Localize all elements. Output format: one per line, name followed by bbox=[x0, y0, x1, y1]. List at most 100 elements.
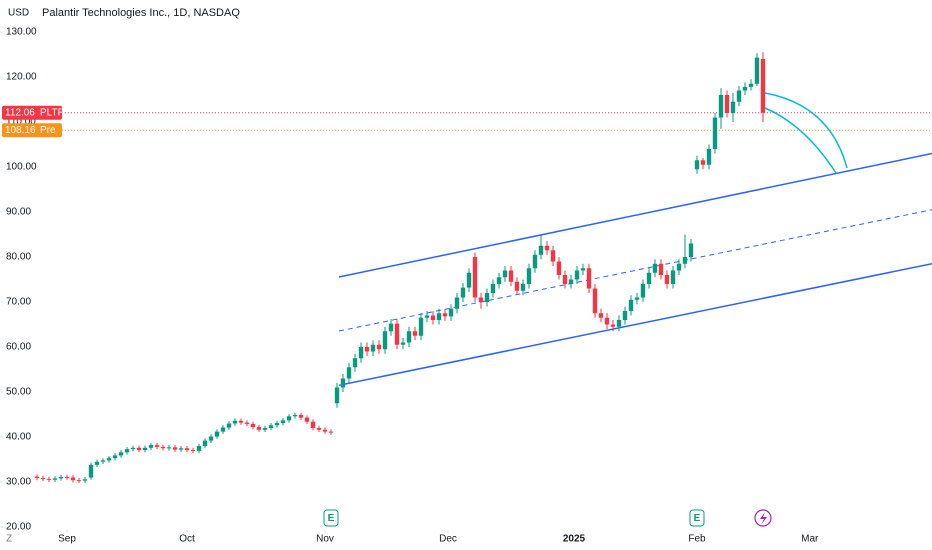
candle-body bbox=[490, 284, 496, 293]
candle-body bbox=[412, 331, 418, 336]
candle-body bbox=[136, 447, 142, 451]
candle-body bbox=[376, 344, 382, 350]
candle-body bbox=[754, 57, 760, 84]
candle-body bbox=[532, 254, 538, 269]
candle-body bbox=[244, 422, 250, 424]
candle-body bbox=[742, 86, 748, 91]
candle-body bbox=[658, 263, 664, 275]
candle-body bbox=[232, 420, 238, 424]
candle-body bbox=[556, 261, 562, 275]
candle-body bbox=[82, 479, 88, 481]
candle-body bbox=[262, 428, 268, 430]
candle-body bbox=[454, 297, 460, 309]
channel-middle bbox=[338, 209, 932, 332]
candle-body bbox=[304, 417, 310, 422]
candle-body bbox=[394, 323, 400, 345]
candle-body bbox=[328, 431, 334, 433]
candle-body bbox=[424, 315, 430, 318]
candle-body bbox=[568, 279, 574, 284]
candle-body bbox=[256, 427, 262, 430]
candle-body bbox=[496, 277, 502, 284]
candle-body bbox=[208, 436, 214, 441]
candle-body bbox=[610, 324, 616, 327]
x-tick-label: Sep bbox=[58, 534, 76, 545]
candle-body bbox=[550, 250, 556, 262]
candle-body bbox=[352, 358, 358, 368]
candle-body bbox=[196, 446, 202, 451]
candle-body bbox=[364, 347, 370, 352]
x-tick-label: Nov bbox=[316, 534, 334, 545]
candle-body bbox=[88, 464, 94, 478]
candle-body bbox=[616, 320, 622, 327]
candle-body bbox=[460, 287, 466, 298]
candle-body bbox=[34, 476, 40, 478]
candle-body bbox=[688, 243, 694, 257]
y-tick-label: 20.00 bbox=[6, 522, 31, 533]
candle-body bbox=[40, 477, 46, 479]
event-label: E bbox=[694, 513, 701, 524]
candle-body bbox=[478, 297, 484, 302]
candle-body bbox=[400, 342, 406, 345]
premarket-price-value: 108.16 bbox=[5, 125, 36, 136]
candle-body bbox=[226, 423, 232, 428]
candle-body bbox=[718, 95, 724, 118]
projection-curve bbox=[764, 92, 848, 174]
candle-body bbox=[100, 460, 106, 462]
candle-body bbox=[70, 477, 76, 481]
candle-body bbox=[586, 268, 592, 289]
candle-body bbox=[484, 293, 490, 302]
y-tick-label: 100.00 bbox=[6, 162, 37, 173]
candle-body bbox=[640, 284, 646, 298]
candle-body bbox=[340, 378, 346, 388]
candle-body bbox=[406, 331, 412, 343]
candle-body bbox=[472, 257, 478, 298]
candle-body bbox=[154, 445, 160, 447]
candle-body bbox=[700, 160, 706, 165]
candle-body bbox=[316, 428, 322, 430]
candle-body bbox=[724, 95, 730, 113]
candle-body bbox=[112, 455, 118, 459]
candle-body bbox=[292, 414, 298, 417]
candle-body bbox=[592, 288, 598, 314]
candle-body bbox=[628, 299, 634, 311]
candle-body bbox=[514, 281, 520, 291]
candle-body bbox=[334, 387, 340, 404]
candle-body bbox=[130, 447, 136, 450]
candle-body bbox=[562, 275, 568, 284]
candle-body bbox=[634, 297, 640, 300]
y-tick-label: 70.00 bbox=[6, 297, 31, 308]
dividend-icon bbox=[754, 509, 772, 527]
candle-body bbox=[58, 477, 64, 479]
x-tick-label: Oct bbox=[179, 534, 195, 545]
candle-body bbox=[652, 263, 658, 273]
candle-body bbox=[148, 445, 154, 448]
candle-body bbox=[190, 450, 196, 452]
x-tick-label: 2025 bbox=[563, 534, 586, 545]
event-marker bbox=[323, 509, 339, 527]
candle-body bbox=[760, 59, 766, 113]
premarket-price-badge bbox=[2, 123, 62, 138]
candle-body bbox=[184, 448, 190, 451]
event-label: E bbox=[328, 513, 335, 524]
candle-body bbox=[160, 446, 166, 449]
candle-body bbox=[106, 458, 112, 461]
y-tick-label: 60.00 bbox=[6, 342, 31, 353]
y-tick-label: 50.00 bbox=[6, 387, 31, 398]
candle-body bbox=[544, 245, 550, 251]
candle-body bbox=[388, 323, 394, 332]
candle-body bbox=[466, 272, 472, 288]
candle-body bbox=[748, 83, 754, 87]
last-price-value: 112.06 bbox=[5, 107, 35, 118]
candle-body bbox=[646, 272, 652, 284]
candle-body bbox=[538, 245, 544, 255]
x-tick-label: Dec bbox=[439, 534, 457, 545]
x-tick-label: Feb bbox=[688, 534, 706, 545]
candle-body bbox=[178, 448, 184, 450]
candle-body bbox=[442, 313, 448, 317]
candle-body bbox=[166, 447, 172, 449]
candle-body bbox=[238, 420, 244, 423]
candle-body bbox=[676, 263, 682, 271]
candle-body bbox=[52, 478, 58, 480]
candle-body bbox=[202, 440, 208, 446]
